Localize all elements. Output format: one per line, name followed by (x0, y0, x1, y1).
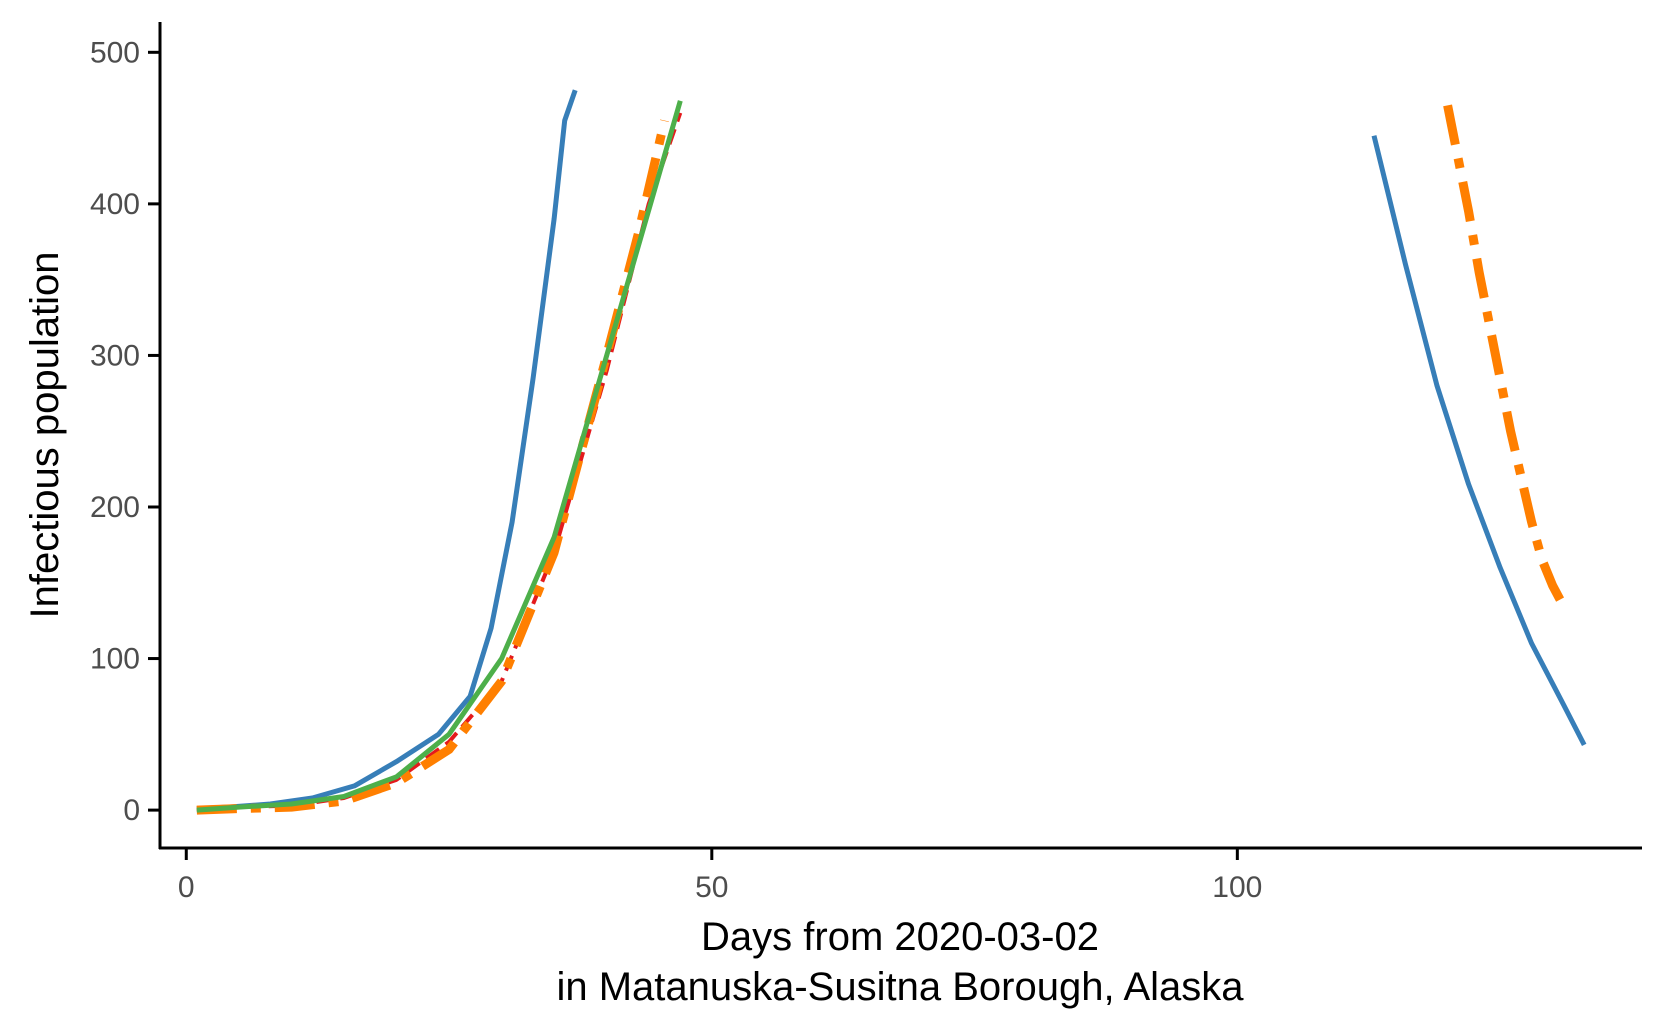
x-tick-label: 100 (1212, 871, 1262, 904)
y-ticks: 0 100 200 300 400 500 (90, 36, 160, 827)
series-1-line-segment-2 (1371, 135, 1587, 747)
series-3-line-segment-1 (196, 119, 669, 815)
series-layer (196, 89, 1587, 815)
series-3-line-segment-2 (1443, 104, 1568, 608)
y-tick-label: 100 (90, 643, 140, 676)
series-1-line-segment-1 (196, 89, 578, 812)
y-tick-label: 300 (90, 339, 140, 372)
x-tick-label: 50 (695, 871, 728, 904)
y-tick-label: 0 (123, 794, 140, 827)
y-axis-title: Infectious population (23, 252, 67, 619)
series-4-line-segment-1 (196, 100, 683, 813)
x-axis-title-line2: in Matanuska-Susitna Borough, Alaska (556, 965, 1244, 1009)
x-tick-label: 0 (178, 871, 195, 904)
y-tick-label: 200 (90, 491, 140, 524)
x-ticks: 0 50 100 (178, 848, 1262, 904)
y-tick-label: 500 (90, 36, 140, 69)
y-tick-label: 400 (90, 188, 140, 221)
series-2-line-segment-1 (196, 112, 683, 813)
x-axis-title-line1: Days from 2020-03-02 (701, 915, 1099, 959)
